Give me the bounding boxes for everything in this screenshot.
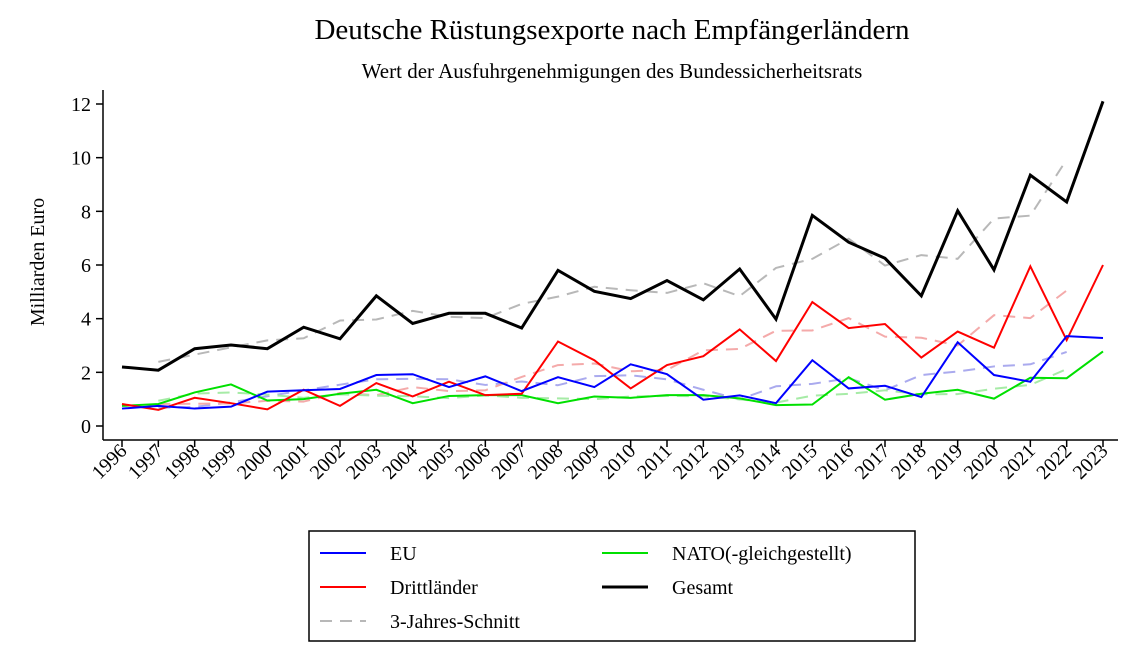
y-tick-label: 2 (81, 362, 91, 384)
x-tick-label: 2011 (633, 440, 676, 483)
x-tick-label: 1998 (160, 440, 204, 484)
x-tick-label: 2001 (269, 440, 313, 484)
legend-gesamt-label: Gesamt (672, 577, 734, 599)
x-tick-label: 2017 (851, 440, 895, 484)
moving-average-line-drittländer (158, 289, 1068, 405)
x-tick-label: 1996 (88, 440, 132, 484)
x-tick-label: 2023 (1069, 440, 1113, 484)
x-tick-label: 2002 (306, 440, 350, 484)
x-tick-label: 2019 (923, 440, 967, 484)
x-tick-label: 2014 (742, 440, 786, 484)
y-tick-label: 10 (71, 148, 91, 170)
x-tick-label: 2012 (669, 440, 713, 484)
x-tick-label: 2020 (960, 440, 1004, 484)
plot-area: 0246810121996199719981999200020012002200… (71, 90, 1118, 484)
x-tick-label: 2003 (342, 440, 386, 484)
x-tick-label: 2006 (451, 440, 495, 484)
x-tick-label: 2000 (233, 440, 277, 484)
y-tick-label: 4 (81, 309, 91, 331)
x-tick-label: 2008 (524, 440, 568, 484)
y-tick-label: 6 (81, 255, 91, 277)
y-tick-label: 0 (81, 416, 91, 438)
series-line-eu (121, 335, 1104, 410)
x-tick-label: 1999 (197, 440, 241, 484)
x-tick-label: 2013 (705, 440, 749, 484)
y-tick-label: 8 (81, 201, 91, 223)
x-tick-label: 2007 (487, 440, 531, 484)
y-tick-label: 12 (71, 94, 91, 116)
x-tick-label: 2010 (596, 440, 640, 484)
x-tick-label: 2004 (378, 440, 422, 484)
chart-subtitle: Wert der Ausfuhrgenehmigungen des Bundes… (362, 59, 863, 83)
legend-eu-label: EU (390, 543, 417, 565)
x-tick-label: 1997 (124, 440, 168, 484)
x-tick-label: 2015 (778, 440, 822, 484)
y-axis-label: Milliarden Euro (27, 198, 49, 326)
legend-drittlaender-label: Drittländer (390, 577, 478, 599)
series-line-drittländer (121, 263, 1104, 411)
moving-average-line-eu (158, 350, 1067, 409)
legend: EU NATO(-gleichgestellt) Drittländer Ges… (308, 530, 916, 642)
moving-average-line-gesamt (158, 159, 1068, 363)
legend-nato-label: NATO(-gleichgestellt) (672, 543, 852, 565)
x-tick-label: 2018 (887, 440, 931, 484)
series-line-nato-gleichgestellt (121, 350, 1104, 407)
chart-title: Deutsche Rüstungsexporte nach Empfängerl… (314, 14, 910, 46)
series-line-gesamt (121, 100, 1105, 372)
x-tick-label: 2005 (415, 440, 459, 484)
x-tick-label: 2022 (1032, 440, 1076, 484)
x-tick-label: 2021 (996, 440, 1040, 484)
legend-moving-average-label: 3-Jahres-Schnitt (390, 611, 520, 633)
x-tick-label: 2009 (560, 440, 604, 484)
x-tick-label: 2016 (814, 440, 858, 484)
